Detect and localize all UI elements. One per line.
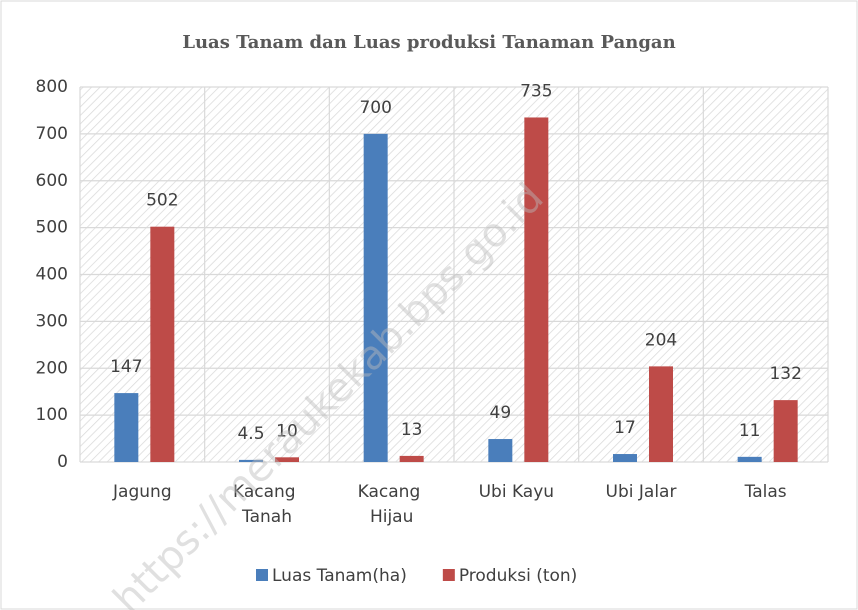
legend-label: Produksi (ton) [459, 566, 577, 586]
x-tick-label: Talas [744, 482, 787, 502]
data-label: 735 [520, 81, 552, 101]
y-tick-label: 800 [36, 77, 68, 97]
y-tick-label: 0 [57, 452, 68, 472]
x-tick-label: Kacang Hijau [358, 482, 426, 527]
bar [150, 226, 175, 462]
bar [275, 457, 299, 462]
y-tick-label: 300 [36, 311, 68, 331]
y-tick-label: 100 [36, 405, 68, 425]
data-label: 700 [359, 98, 391, 118]
legend-swatch [256, 569, 268, 581]
bar [363, 133, 388, 462]
bar [239, 459, 263, 462]
data-label: 204 [645, 330, 677, 350]
bar [649, 366, 673, 462]
bar [114, 393, 139, 462]
bar [737, 456, 762, 462]
data-label: 13 [401, 420, 423, 440]
data-label: 11 [739, 421, 761, 441]
chart-title: Luas Tanam dan Luas produksi Tanaman Pan… [182, 32, 675, 53]
legend-label: Luas Tanam(ha) [272, 566, 407, 586]
y-tick-label: 200 [36, 358, 68, 378]
x-tick-label-line: Hijau [370, 507, 413, 527]
legend-swatch [442, 569, 455, 581]
bar [773, 400, 798, 462]
x-tick-label: Jagung [112, 482, 172, 502]
data-label: 147 [110, 357, 142, 377]
x-tick-label-line: Kacang [358, 482, 426, 502]
bar [524, 117, 549, 462]
data-label: 17 [614, 418, 636, 438]
data-label: 502 [146, 191, 178, 211]
data-label: 49 [490, 403, 512, 423]
data-label: 4.5 [237, 424, 264, 444]
x-tick-label: Ubi Jalar [606, 482, 677, 502]
x-tick-label: Kacang Tanah [233, 482, 301, 527]
x-tick-label-line: Tanah [241, 507, 292, 527]
data-label: 10 [276, 421, 298, 441]
data-label: 132 [769, 364, 801, 384]
bar [488, 439, 513, 462]
bar [399, 455, 424, 462]
y-tick-label: 500 [36, 218, 68, 238]
x-tick-label: Ubi Kayu [479, 482, 554, 502]
x-tick-label-line: Kacang [233, 482, 301, 502]
y-tick-label: 600 [36, 171, 68, 191]
y-tick-label: 700 [36, 124, 68, 144]
bar [613, 454, 637, 462]
y-tick-label: 400 [36, 265, 68, 285]
